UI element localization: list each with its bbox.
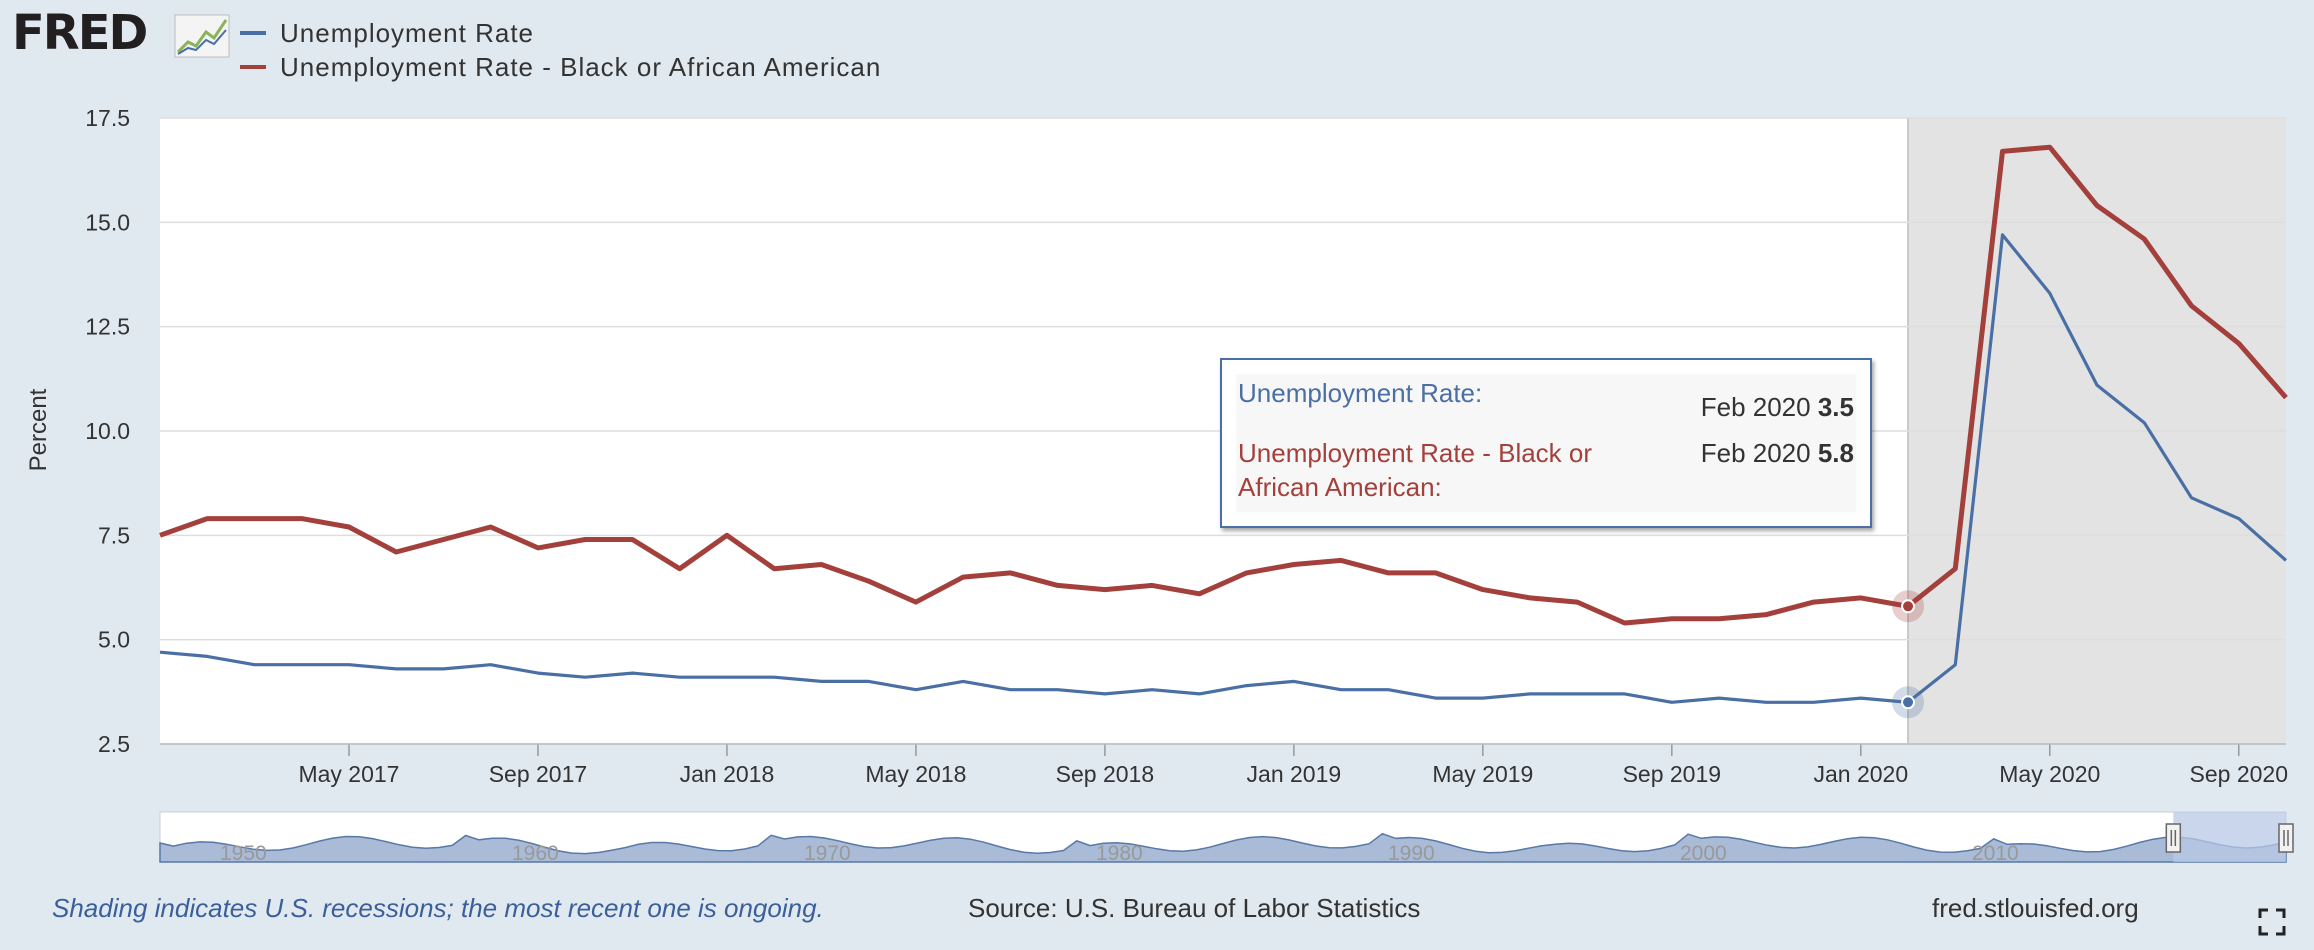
x-tick-label: May 2017 — [298, 761, 399, 787]
hover-point — [1901, 599, 1916, 614]
y-axis-label: Percent — [25, 388, 52, 471]
navigator-year-label: 1970 — [804, 842, 851, 865]
legend-label: Unemployment Rate — [280, 17, 534, 48]
legend-label: Unemployment Rate - Black or African Ame… — [280, 51, 882, 82]
y-tick-label: 5.0 — [98, 627, 130, 653]
tooltip-value: Feb 2020 3.5 — [1701, 390, 1854, 424]
logo-text: FRED — [12, 5, 148, 61]
x-tick-label: Sep 2020 — [2190, 761, 2288, 787]
y-tick-label: 15.0 — [85, 209, 130, 235]
y-tick-label: 10.0 — [85, 418, 130, 444]
tooltip-date: Feb 2020 — [1700, 392, 1811, 422]
navigator-year-label: 1980 — [1096, 842, 1143, 865]
hover-point — [1901, 695, 1916, 710]
tooltip-series-name: Unemployment Rate - Black or African Ame… — [1238, 438, 1593, 502]
x-tick-label: May 2020 — [1999, 761, 2100, 787]
legend-swatch-blue — [240, 31, 266, 35]
source-note: Source: U.S. Bureau of Labor Statistics — [968, 893, 1421, 923]
fred-line-chart-icon — [174, 14, 230, 58]
navigator-year-label: 2010 — [1972, 842, 2019, 865]
navigator-handle[interactable] — [2278, 823, 2294, 853]
chart-legend: Unemployment Rate Unemployment Rate - Bl… — [240, 16, 881, 84]
x-tick-label: Sep 2017 — [489, 761, 587, 787]
tooltip-number: 3.5 — [1817, 392, 1854, 422]
navigator-year-label: 2000 — [1680, 842, 1727, 865]
y-tick-label: 7.5 — [98, 522, 130, 548]
x-tick-label: May 2019 — [1432, 761, 1533, 787]
x-tick-label: Jan 2020 — [1813, 761, 1908, 787]
y-tick-label: 2.5 — [98, 731, 130, 757]
x-tick-label: May 2018 — [865, 761, 966, 787]
tooltip-number: 5.8 — [1817, 438, 1854, 468]
navigator-year-label: 1990 — [1388, 842, 1435, 865]
navigator-handle[interactable] — [2165, 823, 2182, 853]
tooltip-series-name: Unemployment Rate: — [1238, 378, 1483, 408]
legend-item-unemployment-rate-black[interactable]: Unemployment Rate - Black or African Ame… — [240, 50, 881, 84]
tooltip-body — [1236, 374, 1856, 512]
navigator-year-label: 1960 — [512, 842, 559, 865]
y-tick-label: 12.5 — [85, 314, 130, 340]
tooltip-date: Feb 2020 — [1700, 438, 1811, 468]
y-tick-label: 17.5 — [85, 105, 130, 131]
x-tick-label: Sep 2019 — [1623, 761, 1721, 787]
series-line-unemployment-rate[interactable] — [159, 233, 2288, 704]
fullscreen-expand-icon[interactable] — [2258, 908, 2286, 936]
series-line-unemployment-rate-black[interactable] — [159, 144, 2288, 626]
navigator-year-label: 1950 — [220, 842, 267, 865]
navigator-selection[interactable] — [2173, 812, 2286, 862]
legend-item-unemployment-rate[interactable]: Unemployment Rate — [240, 16, 881, 50]
grip-handle-icon[interactable] — [2278, 823, 2294, 853]
tooltip-value: Feb 2020 5.8 — [1701, 436, 1854, 470]
navigator-series-area — [159, 832, 2287, 863]
legend-swatch-red — [240, 65, 266, 69]
recession-note: Shading indicates U.S. recessions; the m… — [52, 893, 824, 923]
grip-handle-icon[interactable] — [2165, 823, 2182, 853]
x-tick-label: Sep 2018 — [1056, 761, 1154, 787]
x-tick-label: Jan 2019 — [1247, 761, 1342, 787]
site-link[interactable]: fred.stlouisfed.org — [1932, 893, 2139, 923]
x-tick-label: Jan 2018 — [680, 761, 775, 787]
hover-tooltip: Unemployment Rate: Feb 2020 3.5 Unemploy… — [1220, 358, 1872, 528]
line-chart[interactable]: 2.5 5.0 7.5 10.0 12.5 15.0 17.5 May 2017 Sep 20… — [0, 0, 2314, 880]
